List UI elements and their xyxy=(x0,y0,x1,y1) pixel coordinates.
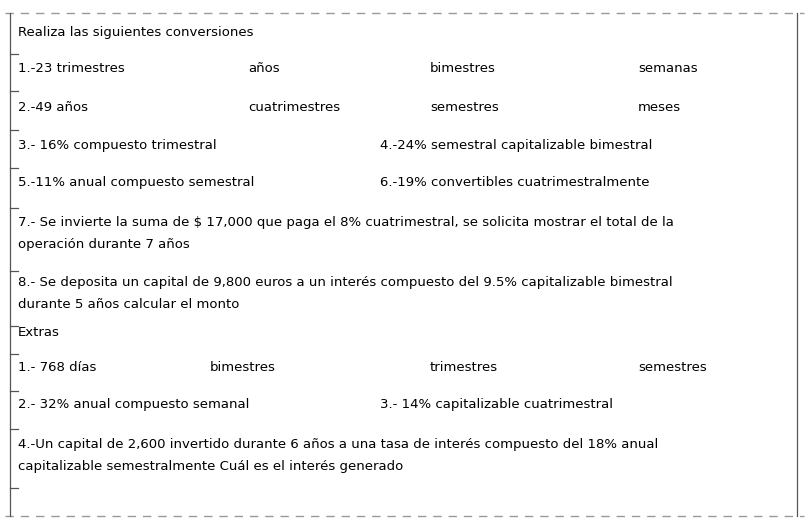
Text: 3.- 16% compuesto trimestral: 3.- 16% compuesto trimestral xyxy=(18,139,217,152)
Text: 7.- Se invierte la suma de $ 17,000 que paga el 8% cuatrimestral, se solicita mo: 7.- Se invierte la suma de $ 17,000 que … xyxy=(18,216,674,229)
Text: cuatrimestres: cuatrimestres xyxy=(248,101,340,114)
Text: años: años xyxy=(248,62,280,75)
Text: bimestres: bimestres xyxy=(430,62,496,75)
Text: meses: meses xyxy=(638,101,681,114)
Text: bimestres: bimestres xyxy=(210,361,276,374)
Text: 2.-49 años: 2.-49 años xyxy=(18,101,88,114)
Text: semanas: semanas xyxy=(638,62,697,75)
Text: 1.-23 trimestres: 1.-23 trimestres xyxy=(18,62,125,75)
Text: 8.- Se deposita un capital de 9,800 euros a un interés compuesto del 9.5% capita: 8.- Se deposita un capital de 9,800 euro… xyxy=(18,276,672,289)
Text: 3.- 14% capitalizable cuatrimestral: 3.- 14% capitalizable cuatrimestral xyxy=(380,398,613,411)
Text: Realiza las siguientes conversiones: Realiza las siguientes conversiones xyxy=(18,26,253,39)
Text: capitalizable semestralmente Cuál es el interés generado: capitalizable semestralmente Cuál es el … xyxy=(18,460,403,473)
Text: 4.-Un capital de 2,600 invertido durante 6 años a una tasa de interés compuesto : 4.-Un capital de 2,600 invertido durante… xyxy=(18,438,659,451)
Text: Extras: Extras xyxy=(18,326,60,339)
Text: 5.-11% anual compuesto semestral: 5.-11% anual compuesto semestral xyxy=(18,176,254,189)
Text: 1.- 768 días: 1.- 768 días xyxy=(18,361,96,374)
Text: 2.- 32% anual compuesto semanal: 2.- 32% anual compuesto semanal xyxy=(18,398,249,411)
Text: 4.-24% semestral capitalizable bimestral: 4.-24% semestral capitalizable bimestral xyxy=(380,139,652,152)
Text: durante 5 años calcular el monto: durante 5 años calcular el monto xyxy=(18,298,239,311)
Text: semestres: semestres xyxy=(638,361,707,374)
Text: 6.-19% convertibles cuatrimestralmente: 6.-19% convertibles cuatrimestralmente xyxy=(380,176,650,189)
Text: operación durante 7 años: operación durante 7 años xyxy=(18,238,190,251)
Text: trimestres: trimestres xyxy=(430,361,498,374)
Text: semestres: semestres xyxy=(430,101,499,114)
